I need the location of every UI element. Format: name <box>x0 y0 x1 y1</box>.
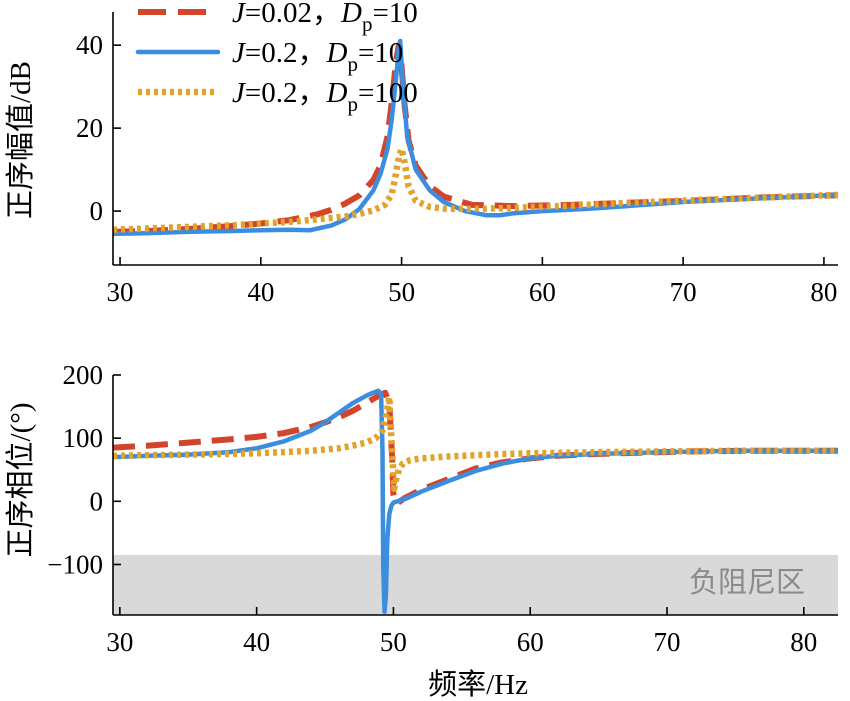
magnitude-series-group <box>113 38 838 237</box>
negative-damping-region <box>113 555 838 615</box>
phase-series-line-2 <box>113 393 838 492</box>
phase-x-tick-label-0: 30 <box>106 627 133 657</box>
phase-x-tick-label-5: 80 <box>790 627 817 657</box>
magnitude-series-line-0 <box>113 42 838 235</box>
magnitude-x-tick-label-3: 60 <box>529 277 556 307</box>
legend: J=0.02，Dp=10J=0.2，Dp=10J=0.2，Dp=100 <box>135 0 418 116</box>
phase-series-line-1 <box>113 388 838 615</box>
phase-x-tick-label-2: 50 <box>380 627 407 657</box>
phase-x-tick-label-1: 40 <box>243 627 270 657</box>
phase-y-tick-label-0: −100 <box>47 549 103 579</box>
phase-y-tick-label-2: 100 <box>63 423 104 453</box>
phase-axes: 30 40 50 60 70 80 −100 0 100 200 <box>47 360 838 657</box>
magnitude-x-tick-label-0: 30 <box>107 277 134 307</box>
phase-series-group <box>113 388 838 615</box>
phase-y-axis-title: 正序相位/(°) <box>4 403 37 558</box>
legend-label-2: J=0.2，Dp=100 <box>232 77 418 116</box>
magnitude-y-tick-label-2: 40 <box>76 30 103 60</box>
magnitude-y-axis-title: 正序幅值/dB <box>4 61 37 219</box>
legend-label-0: J=0.02，Dp=10 <box>232 0 418 36</box>
magnitude-series-line-1 <box>113 38 838 237</box>
phase-x-tick-label-3: 60 <box>517 627 544 657</box>
phase-panel: 负阻尼区 30 40 50 60 70 80 −100 0 100 200 正序相位/(°) 频率… <box>4 360 838 701</box>
phase-y-tick-label-1: 0 <box>90 486 104 516</box>
magnitude-x-tick-label-4: 70 <box>670 277 697 307</box>
magnitude-x-tick-label-2: 50 <box>388 277 415 307</box>
magnitude-x-tick-label-1: 40 <box>247 277 274 307</box>
phase-y-tick-label-3: 200 <box>63 360 104 390</box>
magnitude-x-tick-label-5: 80 <box>810 277 837 307</box>
legend-label-1: J=0.2，Dp=10 <box>232 37 403 76</box>
magnitude-series-line-2 <box>113 145 838 233</box>
magnitude-y-tick-label-1: 20 <box>76 113 103 143</box>
negative-damping-label: 负阻尼区 <box>689 566 805 599</box>
magnitude-axes: 30 40 50 60 70 80 0 20 40 <box>76 12 838 307</box>
magnitude-y-tick-label-0: 0 <box>90 196 104 226</box>
x-axis-title: 频率/Hz <box>428 668 528 701</box>
phase-x-tick-label-4: 70 <box>654 627 681 657</box>
